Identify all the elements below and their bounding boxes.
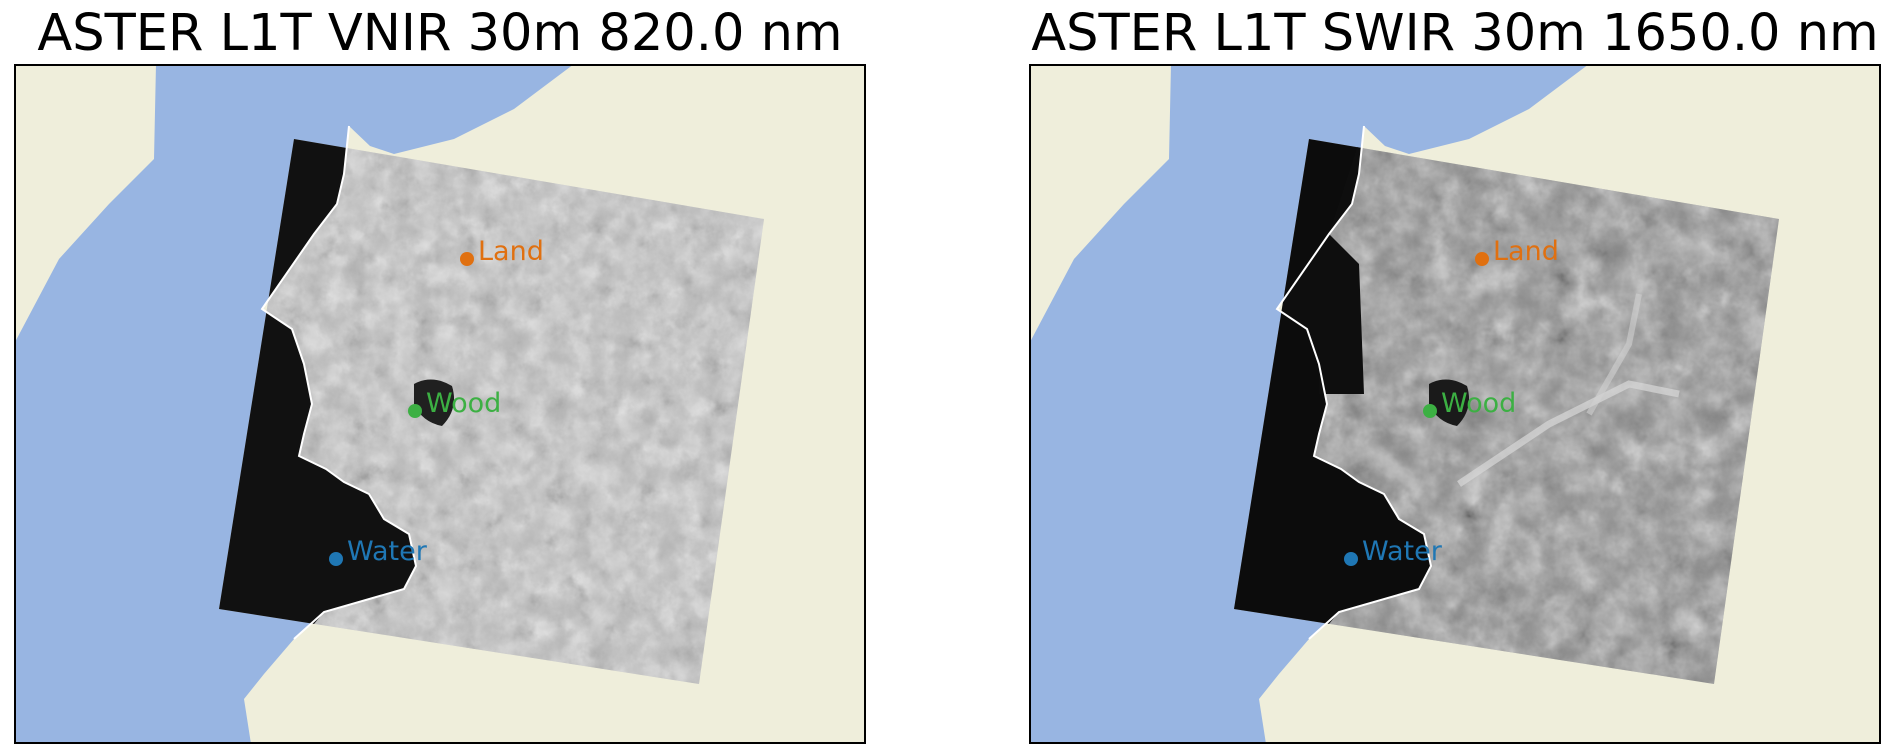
- panel-title: ASTER L1T VNIR 30m 820.0 nm: [37, 4, 843, 63]
- point-land: Land: [460, 236, 544, 267]
- point-water: Water: [329, 536, 428, 567]
- map-frame: [1029, 64, 1881, 744]
- land-marker: [460, 252, 474, 266]
- wood-marker: [408, 404, 422, 418]
- water-marker: [329, 552, 343, 566]
- wood-label: Wood: [426, 388, 501, 419]
- map-view: Land Wood Water: [1029, 64, 1881, 744]
- map-panel-vnir: ASTER L1T VNIR 30m 820.0 nm: [10, 0, 870, 756]
- point-wood: Wood: [408, 388, 501, 419]
- wood-label: Wood: [1441, 388, 1516, 419]
- land-label: Land: [478, 236, 544, 267]
- coastline: [1275, 125, 1433, 640]
- map-frame: [14, 64, 866, 744]
- point-wood: Wood: [1423, 388, 1516, 419]
- panel-title: ASTER L1T SWIR 30m 1650.0 nm: [1031, 4, 1879, 63]
- land-marker: [1475, 252, 1489, 266]
- water-label: Water: [1362, 536, 1443, 567]
- point-water: Water: [1344, 536, 1443, 567]
- land-label: Land: [1493, 236, 1559, 267]
- coastline: [260, 125, 418, 640]
- point-land: Land: [1475, 236, 1559, 267]
- map-panel-swir: ASTER L1T SWIR 30m 1650.0 nm: [1025, 0, 1885, 756]
- map-view: Land Wood Water: [14, 64, 866, 744]
- water-marker: [1344, 552, 1358, 566]
- wood-marker: [1423, 404, 1437, 418]
- water-label: Water: [347, 536, 428, 567]
